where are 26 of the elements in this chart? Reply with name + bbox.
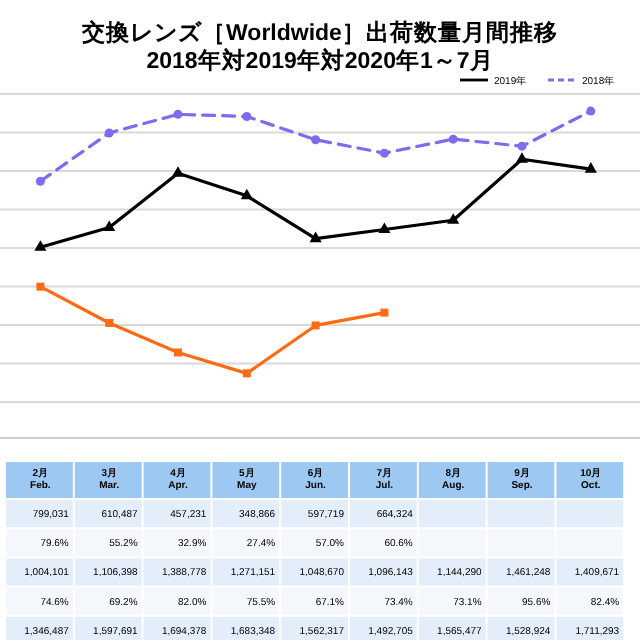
point [515,152,529,163]
point [35,176,45,186]
point [309,231,322,243]
chart-subtitle: 2018年対2019年対2020年1～7月 [146,46,494,74]
point [517,141,527,151]
point [311,135,321,145]
point [34,240,47,251]
point [171,166,185,177]
point [586,106,596,116]
point [448,134,458,144]
point [584,162,597,173]
point [242,369,251,378]
point [447,213,460,224]
point [174,348,182,357]
point [378,222,391,233]
point [380,308,389,317]
point [240,188,253,200]
point [36,282,45,291]
point [242,111,252,121]
point [104,128,114,138]
chart-title: 交換レンズ［Worldwide］出荷数量月間推移 [80,18,558,46]
point [379,148,389,158]
point [173,109,183,119]
point [103,220,116,232]
point [311,321,320,330]
point [105,318,114,327]
